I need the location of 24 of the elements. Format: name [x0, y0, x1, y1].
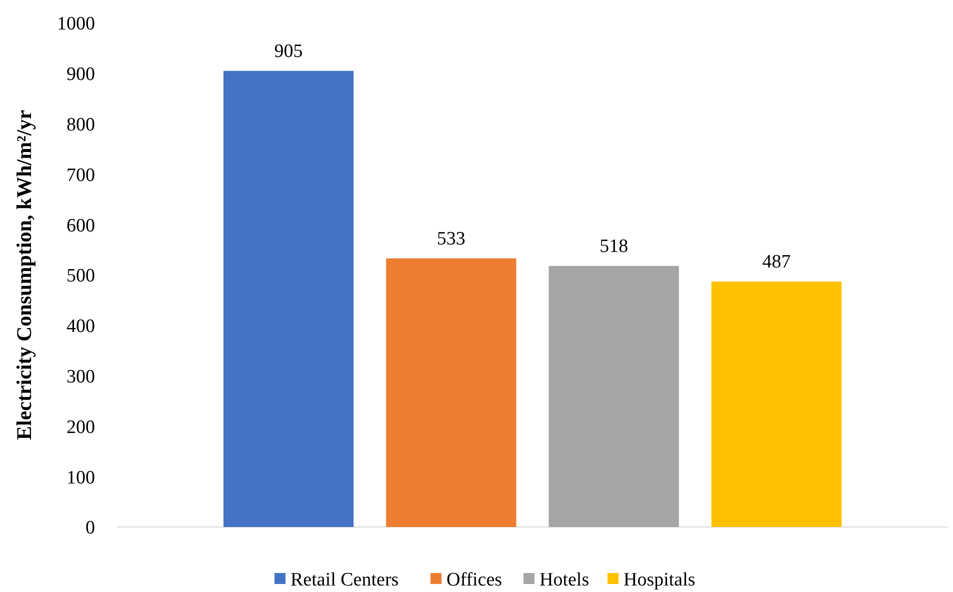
legend-label: Hotels [540, 570, 590, 591]
y-tick-label: 800 [66, 114, 95, 136]
y-tick-label: 600 [66, 215, 95, 236]
bar [711, 282, 842, 527]
y-axis-title: Electricity Consumption, kWh/m²/yr [12, 110, 36, 440]
data-label: 905 [274, 40, 303, 62]
y-tick-label: 900 [66, 64, 95, 86]
y-tick-label: 300 [66, 366, 95, 388]
legend-label: Offices [446, 570, 502, 591]
data-label: 533 [436, 228, 466, 250]
legend-label: Hospitals [624, 570, 696, 591]
y-tick-label: 700 [66, 164, 95, 186]
bar [386, 258, 516, 527]
bar [223, 70, 354, 527]
y-tick-label: 100 [66, 467, 95, 488]
y-tick-label: 1000 [57, 14, 95, 35]
bar [548, 266, 679, 527]
legend-label: Retail Centers [290, 570, 399, 591]
y-tick-label: 500 [66, 266, 95, 287]
y-tick-label: 0 [86, 518, 95, 539]
y-tick-label: 200 [66, 416, 95, 438]
data-label: 487 [762, 252, 791, 273]
data-label: 518 [600, 236, 628, 257]
y-tick-label: 400 [66, 316, 95, 338]
